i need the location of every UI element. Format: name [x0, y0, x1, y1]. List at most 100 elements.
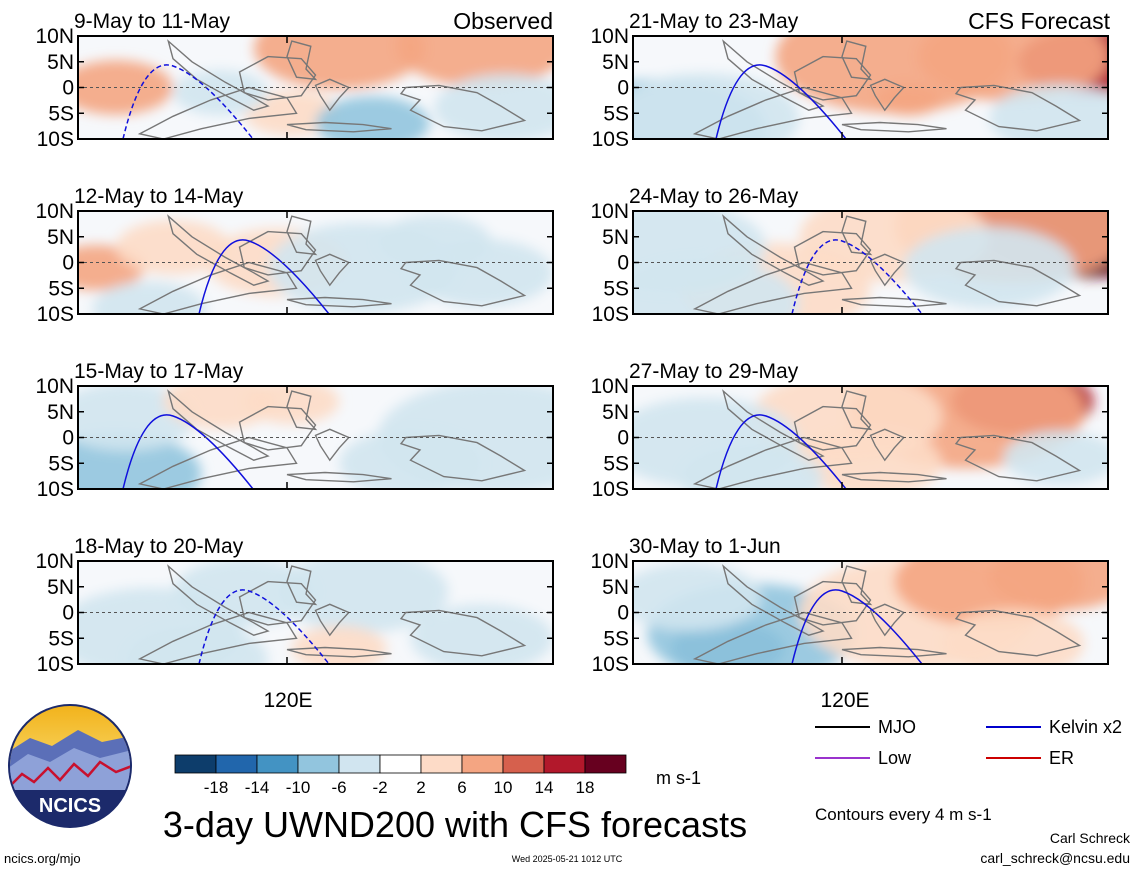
- site-link[interactable]: ncics.org/mjo: [4, 851, 81, 866]
- wind-anomaly-cell: [633, 563, 762, 632]
- panel-title: 12-May to 14-May: [74, 185, 244, 208]
- kelvin-contour: [715, 64, 847, 139]
- coastline: [167, 564, 270, 636]
- colorbar-tick-label: 10: [494, 778, 513, 797]
- coastline: [793, 230, 872, 276]
- y-tick-label: 0: [617, 252, 629, 275]
- wind-anomaly-cell: [339, 429, 482, 489]
- coastline: [238, 230, 317, 276]
- y-tick-label: 5N: [47, 401, 74, 424]
- wind-anomaly-cell: [941, 609, 1085, 664]
- y-tick-label: 10N: [35, 375, 74, 398]
- coastline: [722, 39, 825, 111]
- y-tick-label: 5S: [48, 277, 74, 300]
- coastline: [841, 215, 873, 256]
- map-panel: 10N 5N 05S 10S 24-May to 26-May: [590, 185, 1109, 326]
- kelvin-contour: [715, 414, 847, 489]
- coastline: [793, 580, 872, 626]
- main-title: 3-day UWND200 with CFS forecasts: [163, 804, 747, 845]
- y-tick-label: 0: [62, 427, 74, 450]
- y-tick-label: 10S: [592, 128, 629, 151]
- coastline: [167, 39, 270, 111]
- colorbar-swatch: [584, 754, 627, 774]
- coastline: [314, 253, 350, 287]
- coastline: [399, 259, 527, 307]
- coastline: [841, 565, 873, 606]
- colorbar-swatch: [379, 754, 422, 774]
- panel-title: 9-May to 11-May: [74, 10, 230, 33]
- y-tick-label: 10N: [590, 550, 629, 573]
- wind-anomaly-cell: [633, 73, 800, 139]
- coastline: [841, 390, 873, 431]
- panel-title: 27-May to 29-May: [629, 360, 799, 383]
- y-tick-label: 0: [617, 602, 629, 625]
- y-tick-label: 10N: [35, 550, 74, 573]
- wind-anomaly-cell: [410, 238, 553, 307]
- y-tick-label: 10S: [592, 478, 629, 501]
- timestamp: Wed 2025-05-21 1012 UTC: [512, 854, 623, 864]
- legend-label: Low: [878, 748, 912, 768]
- y-tick-label: 10S: [37, 478, 74, 501]
- coastline: [869, 428, 905, 462]
- panel-title: 18-May to 20-May: [74, 535, 244, 558]
- wind-anomaly-cell: [903, 226, 1075, 309]
- legend-label: ER: [1049, 748, 1074, 768]
- y-tick-label: 5N: [47, 576, 74, 599]
- kelvin-contour: [122, 414, 254, 489]
- coastline: [286, 471, 392, 483]
- coastline: [314, 78, 350, 112]
- x-tick-label-left: 120E: [263, 689, 312, 712]
- coastline: [954, 609, 1082, 657]
- y-tick-label: 5N: [602, 401, 629, 424]
- colorbar-swatch: [215, 754, 258, 774]
- colorbar-tick-label: -2: [372, 778, 387, 797]
- coastline: [841, 40, 873, 81]
- legend-label: Kelvin x2: [1049, 717, 1122, 737]
- panel-title: 30-May to 1-Jun: [629, 535, 781, 558]
- y-tick-label: 5N: [602, 576, 629, 599]
- colorbar-swatch: [461, 754, 504, 774]
- contours-note: Contours every 4 m s-1: [815, 805, 992, 824]
- coastline: [286, 121, 392, 133]
- coastline: [841, 646, 947, 658]
- coastline: [841, 121, 947, 133]
- y-tick-label: 0: [617, 427, 629, 450]
- y-tick-label: 5S: [603, 627, 629, 650]
- y-tick-label: 10S: [37, 303, 74, 326]
- coastline: [137, 86, 298, 139]
- colorbar-tick-label: 18: [576, 778, 595, 797]
- wind-anomaly-cell: [410, 604, 553, 664]
- coastline: [167, 389, 270, 461]
- coastline: [137, 261, 298, 314]
- author-email[interactable]: carl_schreck@ncsu.edu: [980, 850, 1130, 866]
- wind-anomaly-cell: [78, 60, 173, 115]
- wind-anomaly-cell: [875, 83, 942, 116]
- y-tick-label: 5N: [602, 226, 629, 249]
- panel-title: 21-May to 23-May: [629, 10, 799, 33]
- coastline: [954, 259, 1082, 307]
- colorbar-unit: m s-1: [656, 768, 701, 788]
- colorbar-tick-label: -6: [331, 778, 346, 797]
- coastline: [286, 390, 318, 431]
- colorbar-tick-label: -14: [245, 778, 270, 797]
- map-panel: 10N 5N 05S 10S 30-May to 1-Jun: [590, 535, 1109, 676]
- map-panel: 10N 5N 05S 10S 18-May to 20-May: [35, 535, 554, 676]
- wind-anomaly-cell: [244, 386, 340, 425]
- coastline: [286, 40, 318, 81]
- wind-anomaly-cell: [989, 561, 1108, 611]
- colorbar-swatch: [543, 754, 586, 774]
- coastline: [286, 296, 392, 308]
- colorbar-swatch: [297, 754, 340, 774]
- wind-anomaly-cell: [989, 84, 1108, 139]
- colorbar-swatch: [256, 754, 299, 774]
- y-tick-label: 10N: [35, 25, 74, 48]
- colorbar-tick-label: -18: [204, 778, 229, 797]
- colorbar-swatch: [502, 754, 545, 774]
- panel-title: 15-May to 17-May: [74, 360, 244, 383]
- wind-anomaly-cell: [396, 36, 553, 88]
- wind-anomaly-cell: [92, 281, 207, 314]
- y-tick-label: 10S: [37, 128, 74, 151]
- map-panel: 10N 5N 05S 10S 15-May to 17-May: [35, 360, 554, 501]
- map-panel: 10N 5N 05S 10S 12-May to 14-May: [35, 185, 554, 326]
